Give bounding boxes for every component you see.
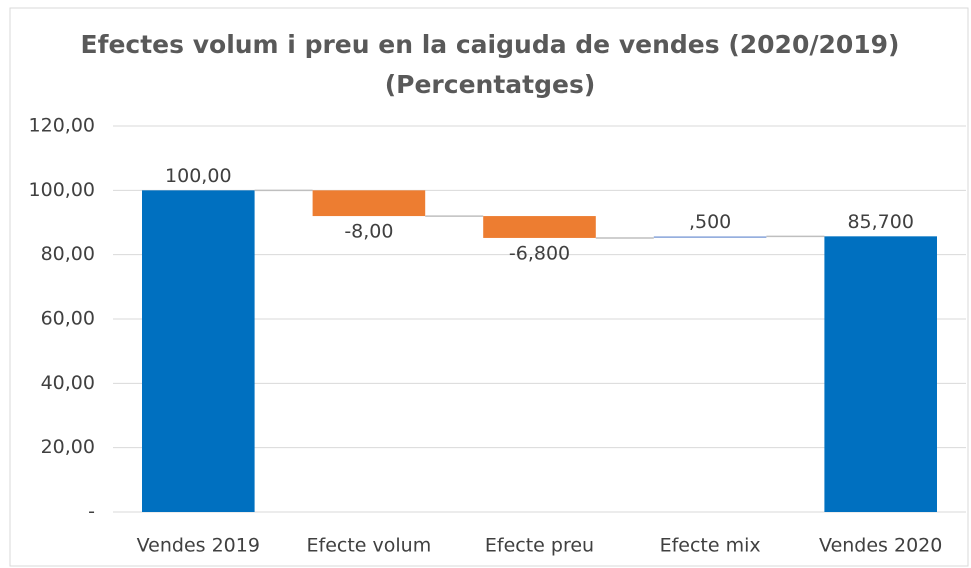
x-tick-label: Efecte volum — [307, 535, 432, 557]
x-tick-label: Vendes 2020 — [819, 535, 942, 557]
bar — [312, 190, 426, 217]
chart-subtitle: (Percentatges) — [385, 70, 596, 99]
bar — [142, 190, 255, 513]
value-label: -6,800 — [509, 242, 570, 264]
bar — [824, 236, 937, 512]
y-tick-label: 100,00 — [29, 179, 95, 201]
value-label: -8,00 — [344, 221, 393, 243]
value-label: 100,00 — [165, 165, 231, 187]
x-tick-label: Efecte mix — [660, 535, 761, 557]
chart-title: Efectes volum i preu en la caiguda de ve… — [81, 30, 900, 59]
x-tick-label: Vendes 2019 — [137, 535, 260, 557]
x-tick-label: Efecte preu — [485, 535, 594, 557]
y-tick-label: 60,00 — [41, 308, 95, 330]
y-tick-label: 120,00 — [29, 115, 95, 137]
value-label: 85,700 — [847, 211, 913, 233]
bar — [653, 236, 767, 238]
y-tick-label: - — [88, 501, 95, 523]
y-tick-label: 20,00 — [41, 436, 95, 458]
y-tick-label: 80,00 — [41, 243, 95, 265]
value-label: ,500 — [689, 211, 731, 233]
bar — [483, 216, 596, 238]
y-tick-label: 40,00 — [41, 372, 95, 394]
